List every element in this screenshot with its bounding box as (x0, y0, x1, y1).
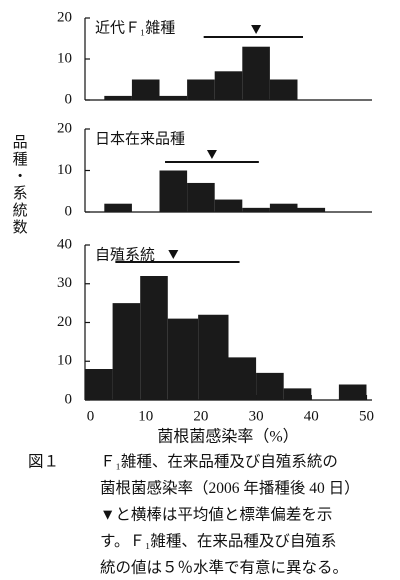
histogram-bar (297, 207, 326, 212)
x-tick-label: 30 (249, 408, 264, 424)
y-tick-label: 0 (65, 203, 73, 219)
y-tick-label: 10 (57, 162, 72, 178)
x-tick-label: 20 (193, 408, 208, 424)
histogram-bar (242, 46, 270, 100)
y-tick-label: 40 (57, 236, 72, 252)
y-tick-label: 10 (57, 353, 72, 369)
histogram-bar (338, 384, 367, 400)
histogram-bar (167, 318, 199, 400)
panel-title: 自殖系統 (95, 246, 155, 263)
histogram-bar (269, 203, 298, 212)
histogram-bar (159, 170, 188, 212)
panel-title: 日本在来品種 (95, 130, 185, 147)
y-tick-label: 10 (57, 50, 72, 66)
caption-line: 菌根菌感染率（2006 年播種後 40 日） (100, 479, 360, 497)
y-tick-label: 0 (65, 391, 73, 407)
x-tick-label: 0 (87, 408, 95, 424)
histogram-bar (256, 372, 284, 400)
histogram-bar (131, 79, 160, 100)
mean-marker (168, 250, 179, 259)
histogram-bar (228, 357, 257, 400)
histogram-bar (198, 314, 229, 400)
histogram-bar (140, 276, 168, 400)
y-tick-label: 20 (57, 314, 72, 330)
x-tick-label: 10 (138, 408, 153, 424)
histogram-bar (242, 207, 270, 212)
histogram-bar (159, 95, 188, 100)
x-axis-label: 菌根菌感染率（%） (157, 428, 298, 446)
histogram-bar (187, 79, 215, 100)
histogram-bar (269, 79, 298, 100)
histogram-bar (104, 95, 132, 100)
panel-title: 近代Ｆ₁雑種 (95, 19, 175, 36)
y-axis-label: 品種・系統数 (11, 134, 28, 236)
histogram-bar (112, 303, 141, 400)
y-tick-label: 20 (57, 120, 72, 136)
histogram-bar (85, 369, 113, 400)
x-tick-label: 50 (359, 408, 374, 424)
histogram-bar (187, 182, 215, 212)
histogram-bar (214, 71, 243, 100)
caption-line: ▼と横棒は平均値と標準偏差を示 (100, 506, 332, 524)
figure-label: 図１ (28, 454, 59, 471)
histogram-bar (104, 203, 132, 212)
y-tick-label: 20 (57, 9, 72, 25)
x-tick-label: 40 (304, 408, 319, 424)
y-tick-label: 0 (65, 91, 73, 107)
y-tick-label: 30 (57, 275, 72, 291)
mean-marker (251, 25, 262, 34)
caption-line: Ｆ₁雑種、在来品種及び自殖系統の (100, 453, 338, 471)
caption-line: す。Ｆ₁雑種、在来品種及び自殖系 (100, 532, 336, 550)
caption-line: 統の値は５％水準で有意に異なる。 (100, 558, 348, 577)
histogram-bar (283, 388, 312, 400)
mean-marker (206, 150, 217, 159)
histogram-bar (214, 199, 243, 212)
